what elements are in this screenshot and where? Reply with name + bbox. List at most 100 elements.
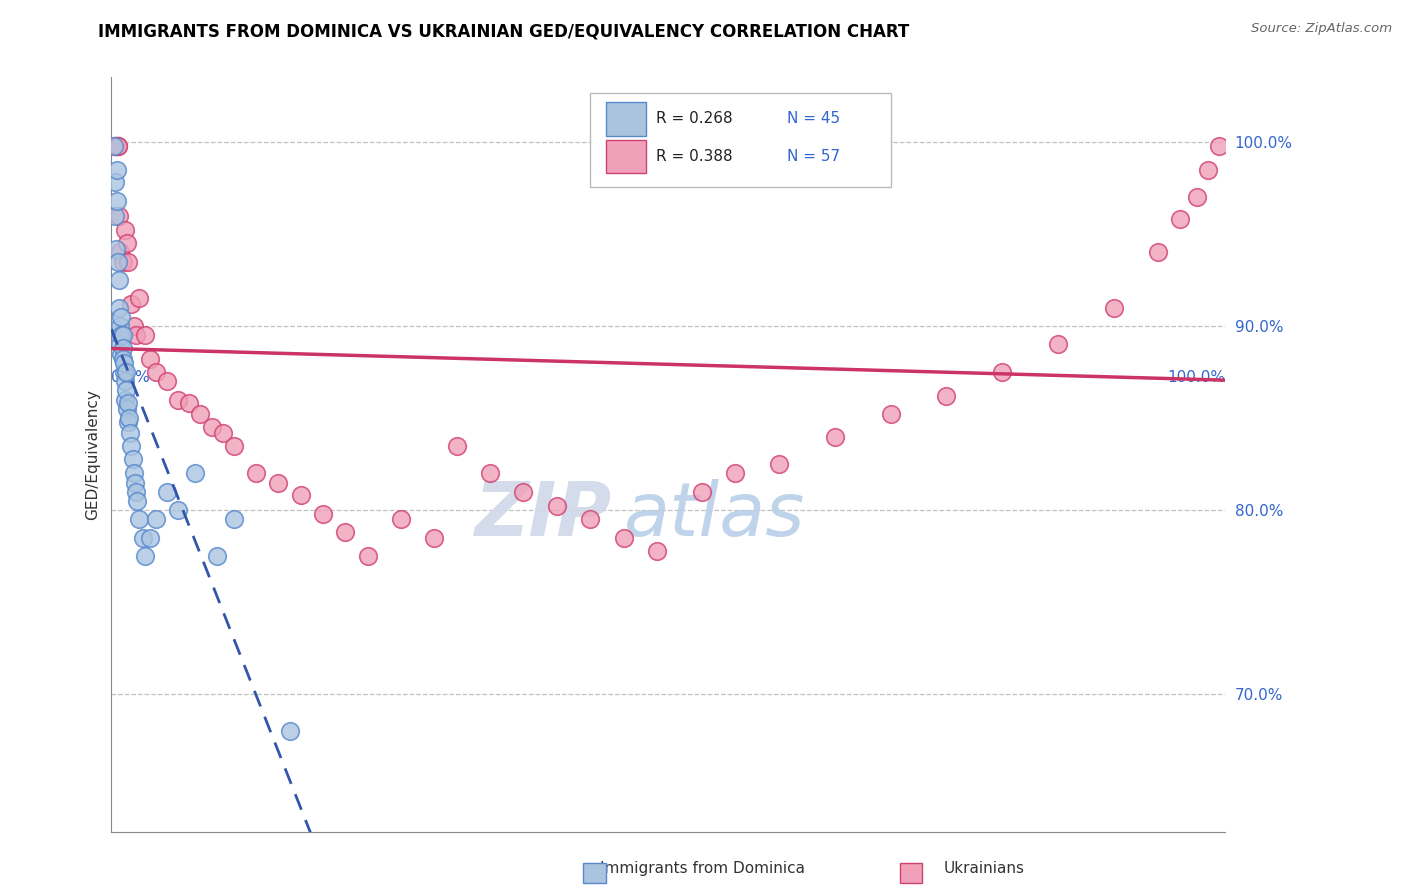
Text: R = 0.388: R = 0.388 — [655, 149, 733, 164]
Point — [108, 273, 131, 287]
Point — [104, 138, 127, 153]
Point — [114, 223, 136, 237]
FancyBboxPatch shape — [606, 140, 645, 173]
Point — [117, 254, 139, 268]
Point — [107, 138, 129, 153]
Point — [139, 531, 162, 545]
Point — [222, 439, 245, 453]
Point — [167, 503, 190, 517]
Point — [880, 408, 903, 422]
Text: 0.0%: 0.0% — [111, 369, 150, 384]
Point — [122, 318, 145, 333]
Point — [267, 475, 290, 490]
Text: Immigrants from Dominica: Immigrants from Dominica — [600, 861, 806, 876]
Point — [179, 396, 201, 410]
Point — [312, 507, 335, 521]
Point — [107, 138, 129, 153]
Point — [690, 484, 713, 499]
Point — [134, 328, 156, 343]
Text: R = 0.268: R = 0.268 — [655, 112, 733, 127]
Point — [335, 525, 357, 540]
Point — [389, 512, 412, 526]
Point — [446, 439, 468, 453]
Point — [124, 475, 146, 490]
Point — [478, 467, 501, 481]
Point — [211, 425, 233, 440]
Point — [115, 401, 138, 416]
Text: ZIP: ZIP — [475, 479, 613, 552]
Point — [724, 467, 747, 481]
Point — [121, 451, 143, 466]
Point — [134, 549, 156, 564]
Point — [128, 512, 150, 526]
Point — [190, 408, 212, 422]
Point — [991, 365, 1014, 379]
Point — [108, 301, 131, 315]
Point — [145, 512, 167, 526]
Point — [110, 328, 132, 343]
Point — [120, 439, 142, 453]
Point — [110, 346, 132, 360]
Point — [104, 138, 127, 153]
Point — [118, 411, 141, 425]
Point — [139, 352, 162, 367]
Point — [115, 384, 138, 398]
Point — [114, 374, 136, 388]
Point — [579, 512, 602, 526]
Point — [105, 138, 128, 153]
Point — [125, 494, 148, 508]
Point — [201, 420, 224, 434]
Point — [110, 310, 132, 324]
Point — [120, 297, 142, 311]
Point — [104, 209, 127, 223]
Point — [117, 396, 139, 410]
Point — [131, 531, 153, 545]
Point — [104, 175, 127, 189]
Point — [104, 242, 127, 256]
Point — [278, 724, 301, 739]
Point — [145, 365, 167, 379]
Point — [824, 429, 846, 443]
Text: N = 57: N = 57 — [787, 149, 841, 164]
Point — [645, 543, 668, 558]
Point — [128, 292, 150, 306]
Point — [122, 467, 145, 481]
Point — [104, 138, 127, 153]
Point — [111, 254, 134, 268]
Point — [423, 531, 446, 545]
Point — [111, 341, 134, 355]
Point — [103, 138, 125, 153]
Point — [1102, 301, 1125, 315]
Point — [115, 365, 138, 379]
Point — [1147, 245, 1170, 260]
Point — [156, 374, 179, 388]
Text: Source: ZipAtlas.com: Source: ZipAtlas.com — [1251, 22, 1392, 36]
Point — [105, 194, 128, 208]
Point — [110, 337, 132, 351]
Point — [1046, 337, 1069, 351]
Point — [546, 500, 568, 514]
Point — [107, 254, 129, 268]
Text: Ukrainians: Ukrainians — [943, 861, 1025, 876]
Point — [184, 467, 207, 481]
Point — [117, 415, 139, 429]
Point — [110, 245, 132, 260]
Point — [356, 549, 378, 564]
Point — [112, 365, 135, 379]
Point — [125, 328, 148, 343]
Text: N = 45: N = 45 — [787, 112, 841, 127]
Point — [290, 488, 312, 502]
Point — [105, 138, 128, 153]
Point — [613, 531, 636, 545]
Point — [114, 392, 136, 407]
Point — [112, 356, 135, 370]
Text: atlas: atlas — [624, 479, 806, 551]
Point — [222, 512, 245, 526]
Point — [156, 484, 179, 499]
Point — [512, 484, 534, 499]
FancyBboxPatch shape — [606, 103, 645, 136]
Y-axis label: GED/Equivalency: GED/Equivalency — [86, 390, 100, 520]
FancyBboxPatch shape — [591, 93, 891, 187]
Point — [1197, 162, 1219, 177]
Point — [167, 392, 190, 407]
